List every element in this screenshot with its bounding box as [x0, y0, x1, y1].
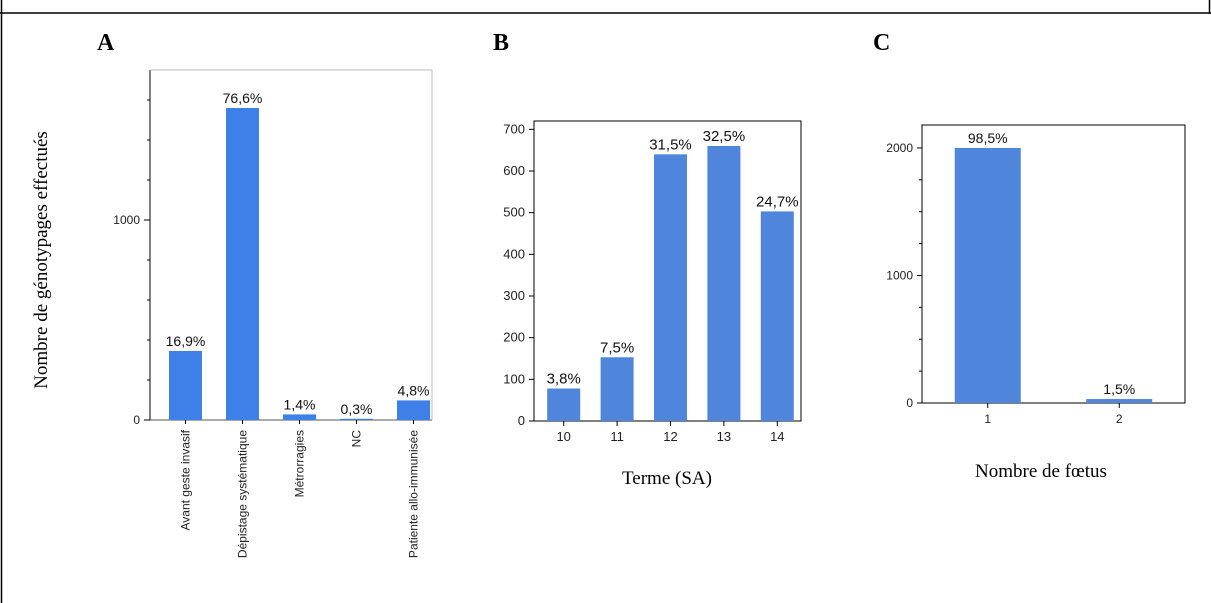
- y-tick-label-b: 600: [503, 163, 525, 178]
- y-tick-label-b: 500: [503, 205, 525, 220]
- bar-c: [1086, 399, 1153, 403]
- chart-panel-b: 0 100 200 300 400 500 600 700 3,8% 10 7,5% 11 31,5% 1…: [503, 120, 802, 444]
- x-tick-label-b: 10: [556, 429, 570, 444]
- data-label-b: 7,5%: [600, 339, 634, 356]
- y-tick-label-c: 0: [906, 396, 913, 410]
- bar-b: [600, 357, 634, 421]
- x-tick-label-b: 13: [717, 429, 731, 444]
- y-tick-label-c: 1000: [886, 268, 913, 282]
- bar-b: [760, 211, 794, 421]
- bar-b: [547, 388, 581, 421]
- x-tick-label-a: Métrorragies: [293, 430, 307, 497]
- data-label-c: 1,5%: [1103, 381, 1135, 397]
- y-tick-label-b: 100: [503, 371, 525, 386]
- x-tick-label-b: 12: [663, 429, 677, 444]
- bar-a: [340, 418, 373, 420]
- shared-y-axis-label: Nombre de génotypages effectués: [31, 131, 52, 389]
- bar-a: [226, 108, 259, 420]
- data-label-b: 32,5%: [703, 128, 746, 145]
- y-tick-label-b: 0: [518, 413, 525, 428]
- bar-c: [954, 147, 1021, 403]
- x-tick-label-a: NC: [350, 430, 364, 448]
- y-tick-label-a: 0: [133, 413, 140, 427]
- chart-panel-a: 0 1000 16,9% Avant geste invasif 76,6% Dépist…: [113, 69, 433, 558]
- x-tick-label-c: 2: [1116, 412, 1123, 426]
- data-label-b: 31,5%: [649, 136, 692, 153]
- chart-panel-c: 0 1000 2000 98,5% 1 1,5% 2: [886, 124, 1186, 426]
- x-tick-label-b: 14: [770, 429, 784, 444]
- plot-frame-c: [921, 124, 1186, 404]
- y-tick-label-b: 700: [503, 121, 525, 136]
- data-label-a: 1,4%: [284, 396, 316, 412]
- y-tick-label-a: 1000: [113, 213, 140, 227]
- y-tick-label-c: 2000: [886, 141, 913, 155]
- panel-letter-a: A: [97, 30, 115, 56]
- data-label-c: 98,5%: [968, 130, 1008, 146]
- data-label-a: 16,9%: [166, 333, 206, 349]
- x-tick-label-b: 11: [610, 429, 624, 444]
- x-tick-label-c: 1: [984, 412, 991, 426]
- x-tick-label-a: Patiente allo-immunisée: [407, 430, 421, 558]
- y-tick-label-b: 400: [503, 246, 525, 261]
- bar-a: [169, 351, 202, 420]
- data-label-a: 0,3%: [341, 401, 373, 417]
- x-tick-label-a: Avant geste invasif: [179, 429, 193, 530]
- data-label-b: 3,8%: [547, 371, 581, 388]
- panel-letter-b: B: [493, 30, 509, 56]
- y-tick-label-b: 300: [503, 288, 525, 303]
- data-label-a: 4,8%: [398, 382, 430, 398]
- x-tick-label-a: Dépistage systématique: [236, 430, 250, 558]
- x-axis-title-b: Terme (SA): [622, 468, 712, 489]
- data-label-b: 24,7%: [756, 193, 799, 210]
- bar-b: [654, 154, 687, 422]
- bar-a: [397, 400, 430, 420]
- x-axis-title-c: Nombre de fœtus: [975, 461, 1107, 482]
- bar-a: [283, 414, 316, 420]
- data-label-a: 76,6%: [223, 90, 263, 106]
- panel-letter-c: C: [873, 30, 890, 56]
- y-tick-label-b: 200: [503, 330, 525, 345]
- bar-b: [707, 146, 741, 421]
